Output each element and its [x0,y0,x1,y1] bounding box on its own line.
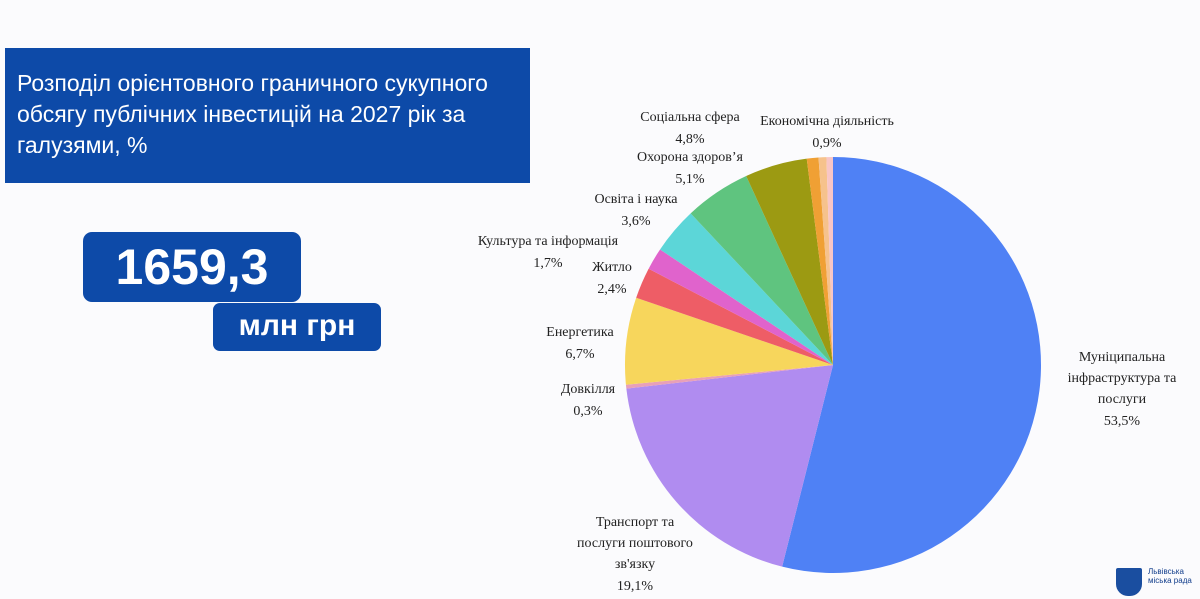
pie-slice [782,157,1041,573]
value-label: 0,3% [573,404,603,419]
logo-text: Львівська міська рада [1148,567,1192,585]
value-label: 2,4% [597,282,627,297]
pie-slice [648,249,833,365]
slice-label: Транспорт та послуги поштового зв'язку [577,515,693,572]
pie-slice [625,365,833,389]
value-label: 5,1% [675,172,705,187]
pie-slice [636,268,833,365]
pie-slice [624,297,833,385]
pie-slice [818,157,833,365]
value-label: 3,6% [621,214,651,229]
pie-slice [690,175,833,365]
slice-label: Соціальна сфера [640,110,740,125]
value-label: 0,9% [812,136,842,151]
slice-label: Охорона здоров’я [637,150,743,165]
slice-label: Економічна діяльність [760,114,894,129]
pie-slice [826,157,833,365]
pie-slice [746,158,833,365]
value-label: 6,7% [565,347,595,362]
slice-label: Довкілля [561,382,616,397]
value-label: 4,8% [675,132,705,147]
value-label: 1,7% [533,256,563,271]
slice-label: Житло [592,260,632,275]
pie-slice [806,157,833,365]
slice-label: Енергетика [546,325,614,340]
slice-label: Культура та інформація [478,234,619,249]
value-label: 19,1% [617,579,654,594]
pie-slice [660,213,833,365]
slice-label: Муніципальна інфраструктура та послуги [1068,350,1178,407]
pie-slice [626,365,833,567]
value-label: 53,5% [1104,414,1141,429]
title: Розподіл орієнтовного граничного сукупно… [5,48,530,183]
slice-label: Освіта і наука [594,192,678,207]
logo-icon [1116,568,1142,596]
total-value: 1659,3 [83,232,301,302]
total-unit: млн грн [213,303,381,351]
